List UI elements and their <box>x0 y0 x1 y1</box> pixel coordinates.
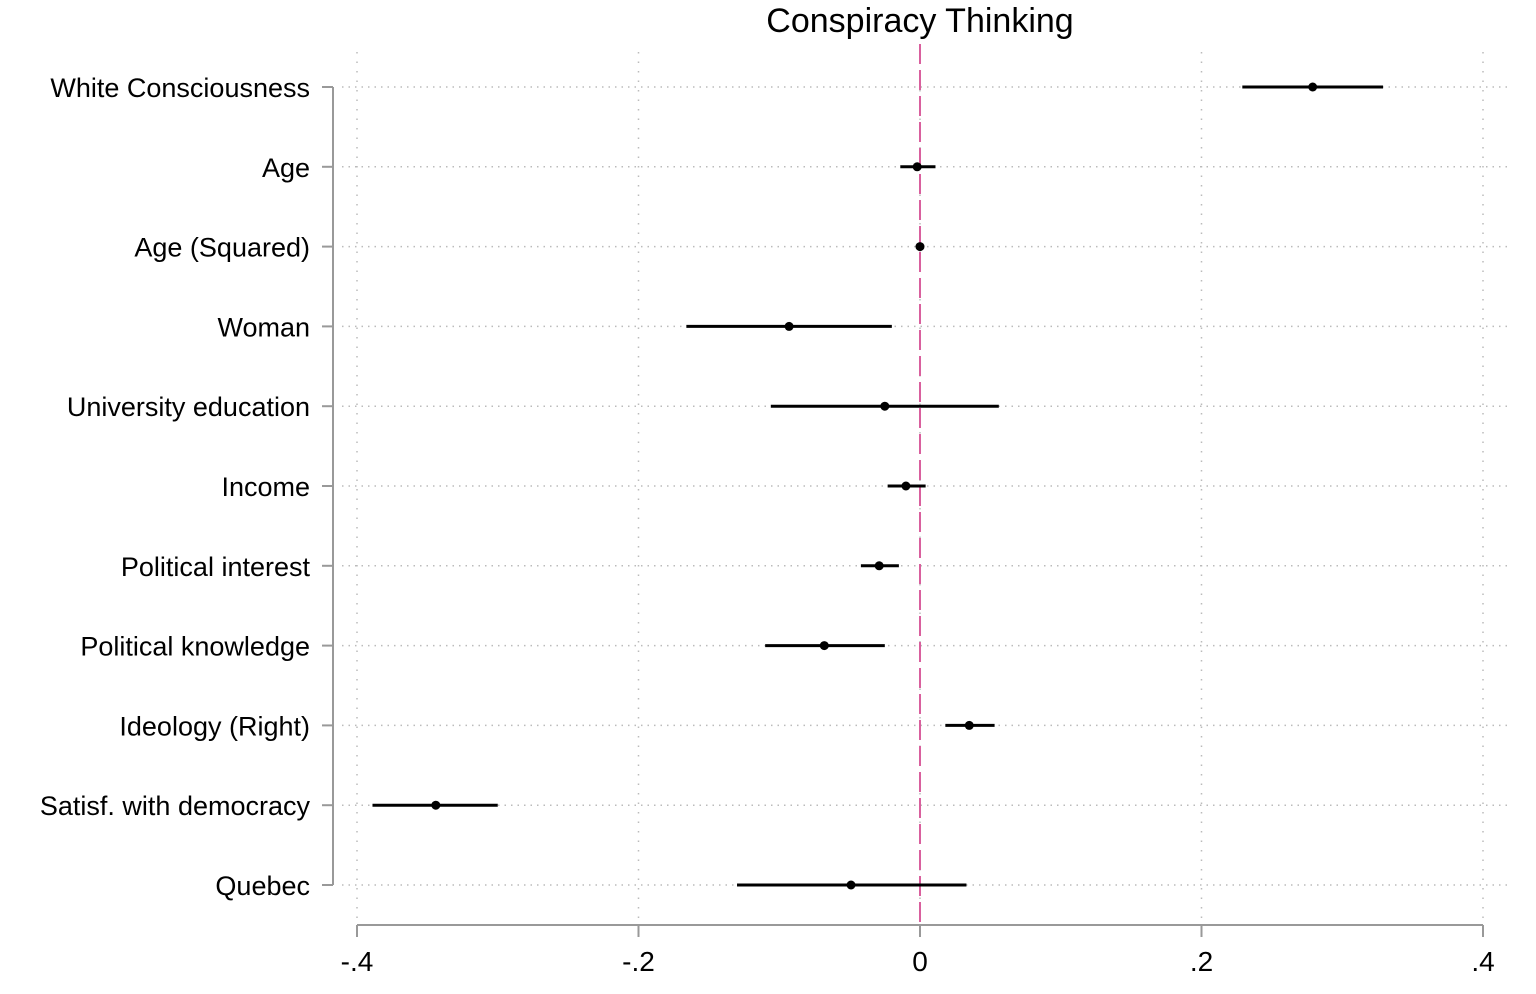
point-estimate <box>784 321 794 331</box>
point-estimate <box>819 641 829 651</box>
y-tick-label: Income <box>221 472 310 502</box>
point-estimate <box>1308 82 1318 92</box>
x-tick-label: 0 <box>912 946 928 977</box>
y-tick-label: Age <box>262 153 310 183</box>
y-axis: White Consciousness Age Age (Squared) Woman… <box>40 73 334 901</box>
y-tick-label: University education <box>67 392 310 422</box>
y-tick-label: Quebec <box>215 871 310 901</box>
y-tick-label: Satisf. with democracy <box>40 791 311 821</box>
y-tick-label: Political interest <box>121 552 311 582</box>
chart-title: Conspiracy Thinking <box>766 2 1073 40</box>
y-tick-label: Ideology (Right) <box>119 711 310 741</box>
x-tick-label: .2 <box>1190 946 1213 977</box>
point-estimate <box>912 162 922 172</box>
point-estimate <box>964 720 974 730</box>
y-tick-label: Age (Squared) <box>134 233 310 263</box>
point-estimate <box>915 242 925 252</box>
x-tick-label: -.2 <box>622 946 655 977</box>
y-tick-label: White Consciousness <box>50 73 310 103</box>
y-tick-label: Woman <box>217 312 310 342</box>
x-tick-label: -.4 <box>341 946 374 977</box>
point-estimate <box>880 401 890 411</box>
point-estimate <box>901 481 911 491</box>
point-estimate <box>431 800 441 810</box>
x-axis: -.4 -.2 0 .2 .4 <box>341 924 1495 977</box>
y-tick-label: Political knowledge <box>80 632 310 662</box>
point-estimate <box>846 880 856 890</box>
estimates <box>372 82 1384 890</box>
point-estimate <box>874 561 884 571</box>
x-tick-label: .4 <box>1471 946 1494 977</box>
